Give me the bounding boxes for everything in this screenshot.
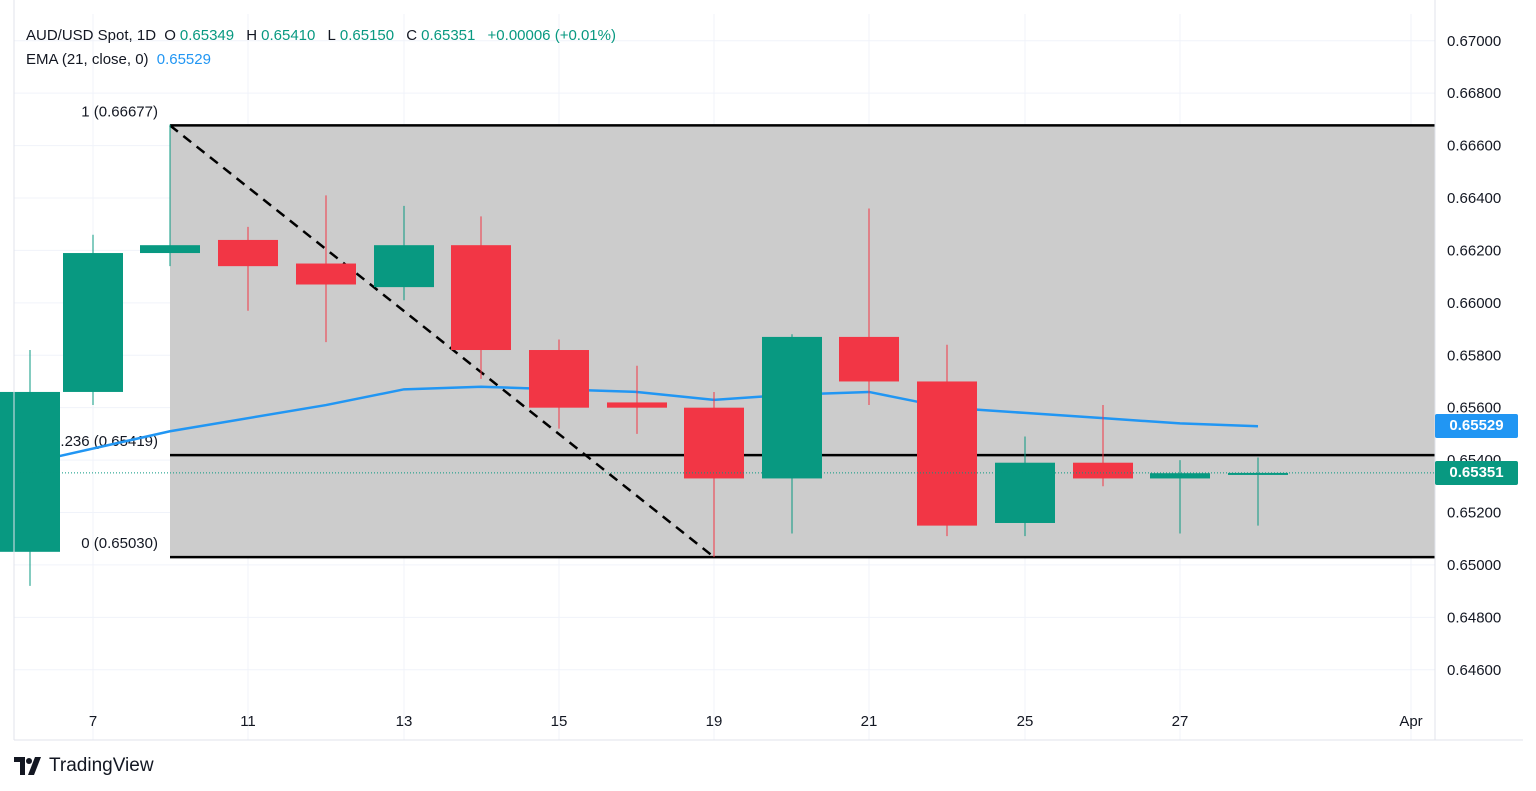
ema-legend: EMA (21, close, 0) 0.65529 bbox=[26, 51, 215, 68]
axes bbox=[13, 0, 1523, 741]
candle-body bbox=[140, 245, 200, 254]
candle-body bbox=[374, 245, 434, 288]
candle-body bbox=[451, 245, 511, 351]
candle-body bbox=[684, 407, 744, 479]
candle-up bbox=[762, 334, 822, 534]
symbol-legend: AUD/USD Spot, 1D O 0.65349 H 0.65410 L 0.65… bbox=[26, 27, 620, 44]
price-tick-label: 0.65000 bbox=[1447, 557, 1501, 574]
time-tick-label: 7 bbox=[89, 713, 97, 730]
candle-body bbox=[0, 391, 60, 552]
high-value: 0.65410 bbox=[261, 27, 316, 44]
brand-name: TradingView bbox=[49, 755, 154, 776]
candle-up bbox=[63, 234, 123, 406]
time-tick-label: 27 bbox=[1172, 713, 1189, 730]
candle-body bbox=[218, 239, 278, 267]
fib-trend-line bbox=[169, 124, 715, 559]
candlestick-series bbox=[0, 124, 1288, 586]
candle-body bbox=[529, 350, 589, 408]
price-tick-label: 0.64800 bbox=[1447, 609, 1501, 626]
price-tick-label: 0.66400 bbox=[1447, 190, 1501, 207]
candle-up bbox=[140, 124, 200, 267]
candle-down bbox=[451, 216, 511, 379]
price-tick-label: 0.66600 bbox=[1447, 138, 1501, 155]
price-tick-label: 0.66200 bbox=[1447, 242, 1501, 259]
ema-value: 0.65529 bbox=[156, 51, 211, 68]
symbol-title[interactable]: AUD/USD Spot, 1D bbox=[26, 27, 157, 44]
price-tick-label: 0.66800 bbox=[1447, 85, 1501, 102]
tradingview-brand[interactable]: TradingView bbox=[14, 753, 154, 779]
candle-body bbox=[1073, 462, 1133, 479]
time-tick-label: 25 bbox=[1017, 713, 1034, 730]
change-value: +0.00006 (+0.01%) bbox=[487, 27, 616, 44]
price-tick-label: 0.65600 bbox=[1447, 400, 1501, 417]
price-tick-label: 0.64600 bbox=[1447, 662, 1501, 679]
time-tick-label: Apr bbox=[1399, 713, 1422, 730]
close-value: 0.65351 bbox=[421, 27, 476, 44]
candle-body bbox=[1228, 472, 1288, 475]
low-value: 0.65150 bbox=[339, 27, 395, 44]
candle-down bbox=[296, 195, 356, 343]
price-tick-label: 0.65800 bbox=[1447, 347, 1501, 364]
ema-label[interactable]: EMA (21, close, 0) bbox=[26, 51, 149, 68]
time-tick-label: 13 bbox=[396, 713, 413, 730]
price-axis[interactable]: 0.67000 0.66800 0.66600 0.66400 0.66200 0.660… bbox=[1447, 33, 1501, 679]
last-price-tag: 0.65351 bbox=[1435, 460, 1518, 485]
candle-down bbox=[607, 365, 667, 434]
candle-body bbox=[917, 381, 977, 526]
candle-down bbox=[218, 226, 278, 311]
fibonacci-retracement[interactable]: 1 (0.66677) .236 (0.65419) 0 (0.65030) bbox=[60, 103, 1435, 559]
candle-down bbox=[839, 208, 899, 406]
candle-down bbox=[529, 339, 589, 429]
candle-up bbox=[0, 350, 60, 586]
time-tick-label: 11 bbox=[240, 713, 256, 730]
open-label: O bbox=[164, 27, 176, 44]
ema-price-tag: 0.65529 bbox=[1435, 414, 1518, 439]
candle-up bbox=[1150, 460, 1210, 534]
price-tick-label: 0.67000 bbox=[1447, 33, 1501, 50]
close-label: C bbox=[406, 27, 418, 44]
time-tick-label: 19 bbox=[706, 713, 723, 730]
candle-body bbox=[63, 253, 123, 392]
candle-up bbox=[374, 205, 434, 301]
price-tick-label: 0.65200 bbox=[1447, 505, 1501, 522]
candle-down bbox=[917, 344, 977, 537]
time-axis[interactable]: 7 11 13 15 19 21 25 27 Apr bbox=[89, 713, 1423, 730]
open-value: 0.65349 bbox=[179, 27, 235, 44]
fib-level-label: 0 (0.65030) bbox=[81, 535, 158, 552]
high-label: H bbox=[246, 27, 258, 44]
fib-level-label: 1 (0.66677) bbox=[81, 103, 158, 120]
tradingview-logo-icon bbox=[14, 757, 41, 775]
candle-up bbox=[1228, 457, 1288, 526]
low-label: L bbox=[327, 27, 336, 44]
candle-body bbox=[839, 336, 899, 382]
time-tick-label: 21 bbox=[861, 713, 878, 730]
candle-body bbox=[296, 263, 356, 285]
candle-body bbox=[762, 336, 822, 479]
candle-body bbox=[995, 462, 1055, 523]
candle-body bbox=[607, 402, 667, 408]
time-tick-label: 15 bbox=[551, 713, 568, 730]
candle-body bbox=[1150, 473, 1210, 479]
candle-down bbox=[684, 391, 744, 558]
fib-level-label: .236 (0.65419) bbox=[60, 433, 158, 450]
price-tick-label: 0.66000 bbox=[1447, 295, 1501, 312]
